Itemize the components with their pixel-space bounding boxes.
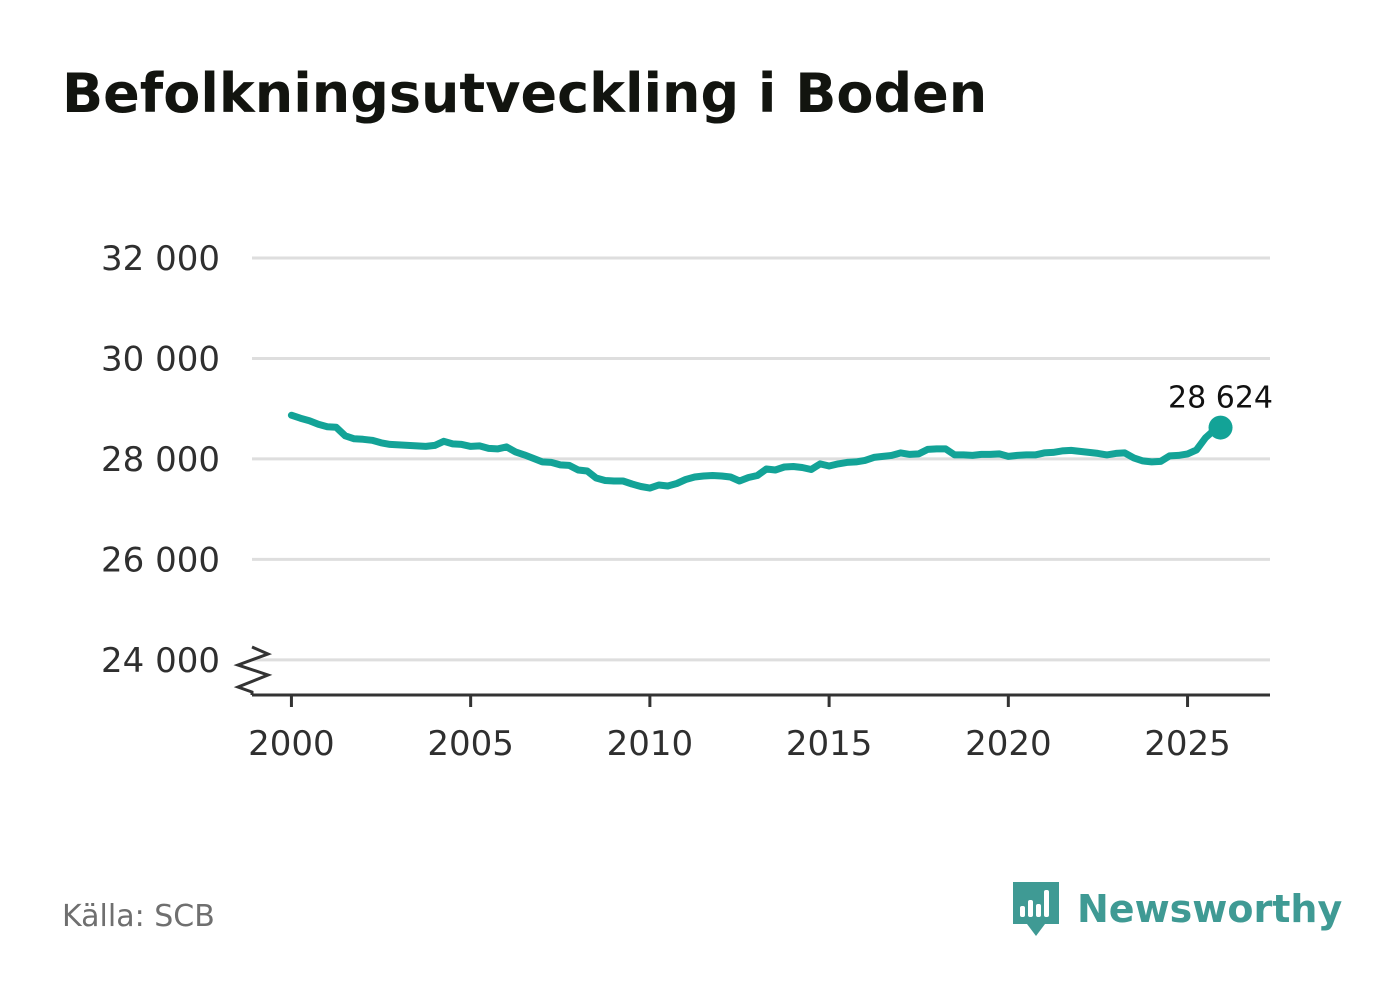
brand-logo-group: Newsworthy <box>1011 878 1342 940</box>
chart-title: Befolkningsutveckling i Boden <box>62 62 988 125</box>
x-axis <box>233 645 1270 707</box>
y-tick-label: 32 000 <box>101 239 220 279</box>
x-tick-label: 2025 <box>1144 724 1231 764</box>
source-label: Källa: SCB <box>62 899 215 934</box>
x-tick-label: 2005 <box>427 724 514 764</box>
brand-name: Newsworthy <box>1077 887 1343 931</box>
x-tick-label: 2020 <box>965 724 1052 764</box>
axis-break-marker <box>233 645 273 695</box>
bar-chart-speech-bubble-icon <box>1013 882 1059 936</box>
x-tick-label: 2015 <box>786 724 873 764</box>
last-value-label: 28 624 <box>1168 381 1273 416</box>
y-axis-tick-labels: 24 000 26 000 28 000 30 000 32 000 <box>101 239 220 681</box>
last-value-point <box>1208 415 1233 440</box>
x-tick-label: 2000 <box>248 724 335 764</box>
y-tick-label: 26 000 <box>101 540 220 580</box>
y-tick-label: 24 000 <box>101 641 220 681</box>
series-line <box>287 411 1224 492</box>
annotation-group: 28 624 <box>1168 381 1273 440</box>
series-group <box>287 411 1224 492</box>
y-tick-label: 30 000 <box>101 339 220 379</box>
x-tick-label: 2010 <box>607 724 694 764</box>
y-tick-label: 28 000 <box>101 440 220 480</box>
x-axis-tick-labels: 2000 2005 2010 2015 2020 2025 <box>248 724 1231 764</box>
gridlines <box>252 256 1270 662</box>
